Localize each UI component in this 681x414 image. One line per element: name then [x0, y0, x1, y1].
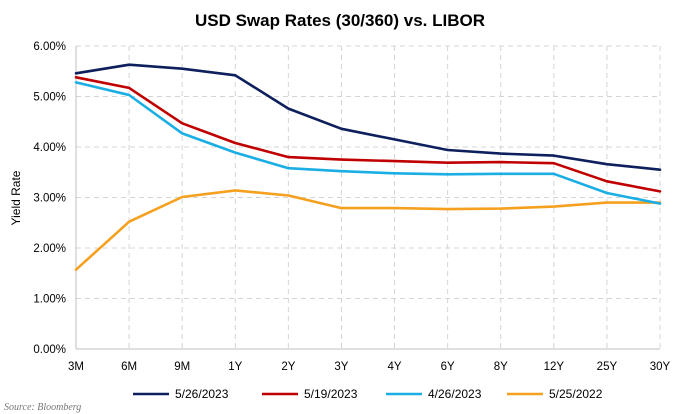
x-tick-label: 6M: [121, 361, 137, 373]
y-axis-label: Yield Rate: [9, 170, 23, 225]
legend-label: 5/26/2023: [175, 387, 229, 401]
grid-lines: [75, 45, 661, 350]
x-tick-label: 30Y: [650, 361, 671, 373]
y-tick-label: 6.00%: [33, 41, 66, 53]
y-tick-label: 0.00%: [33, 344, 66, 356]
x-tick-label: 8Y: [494, 361, 508, 373]
series-lines: [74, 63, 662, 272]
series-line-4-26-2023: [74, 81, 662, 205]
x-tick-label: 12Y: [544, 361, 565, 373]
y-tick-label: 2.00%: [33, 243, 66, 255]
x-tick-label: 4Y: [388, 361, 402, 373]
x-tick-label: 2Y: [281, 361, 295, 373]
y-tick-label: 1.00%: [33, 294, 66, 306]
legend-label: 4/26/2023: [428, 387, 482, 401]
x-tick-label: 6Y: [441, 361, 455, 373]
legend-label: 5/25/2022: [549, 387, 603, 401]
source-note: Source: Bloomberg: [4, 402, 81, 413]
y-tick-label: 4.00%: [33, 142, 66, 154]
x-tick-labels: 3M 6M 9M 1Y 2Y 3Y 4Y 6Y 8Y 12Y 25Y 30Y: [68, 361, 671, 373]
x-tick-label: 25Y: [597, 361, 618, 373]
x-tick-label: 1Y: [228, 361, 242, 373]
y-tick-labels: 0.00% 1.00% 2.00% 3.00% 4.00% 5.00% 6.00%: [33, 41, 66, 356]
x-tick-label: 3M: [68, 361, 84, 373]
y-tick-label: 3.00%: [33, 193, 66, 205]
series-line-5-25-2022: [74, 189, 662, 272]
legend: 5/26/2023 5/19/2023 4/26/2023 5/25/2022: [133, 387, 603, 401]
y-tick-label: 5.00%: [33, 92, 66, 104]
x-tick-label: 9M: [174, 361, 190, 373]
legend-label: 5/19/2023: [304, 387, 358, 401]
series-line-5-19-2023: [74, 76, 662, 193]
x-tick-label: 3Y: [334, 361, 348, 373]
chart-title: USD Swap Rates (30/360) vs. LIBOR: [195, 11, 485, 30]
series-line-5-26-2023: [74, 63, 662, 171]
